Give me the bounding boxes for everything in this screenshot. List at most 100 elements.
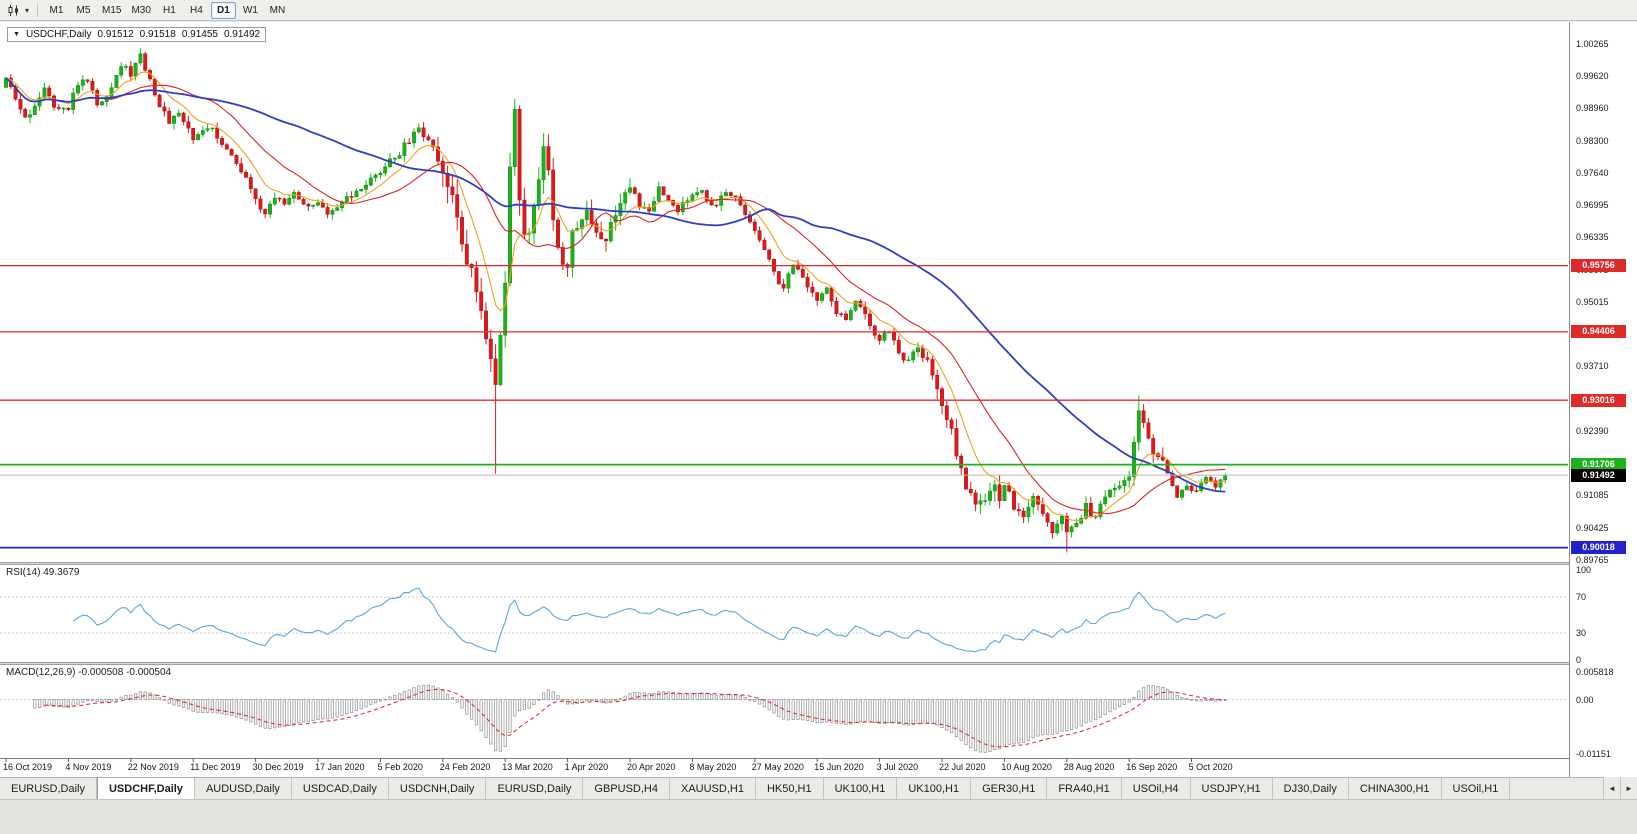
date-axis-label: 28 Aug 2020: [1063, 762, 1115, 772]
quote-open: 0.91512: [97, 29, 134, 40]
date-axis-label: 8 May 2020: [689, 762, 737, 772]
symbol-tab-uk100-h1[interactable]: UK100,H1: [897, 778, 972, 799]
symbol-tab-fra40-h1[interactable]: FRA40,H1: [1047, 778, 1122, 799]
rsi-line: [72, 587, 1226, 653]
symbol-tab-gbpusd-h4[interactable]: GBPUSD,H4: [583, 778, 670, 799]
price-axis-label: 0.99620: [1576, 70, 1609, 81]
timeframe-button-m5[interactable]: M5: [76, 4, 91, 16]
symbol-tab-usdcad-daily[interactable]: USDCAD,Daily: [291, 778, 389, 799]
date-axis-label: 5 Oct 2020: [1188, 762, 1233, 772]
macd-axis-label: -0.01151: [1576, 748, 1611, 759]
hline-price-tag: 0.91706: [1571, 458, 1626, 472]
price-axis-label: 0.96335: [1576, 232, 1609, 243]
macd-axis-label: 0.005818: [1576, 666, 1614, 677]
timeframe-button-h1[interactable]: H1: [163, 4, 176, 16]
chart-window[interactable]: ▼ USDCHF,Daily 0.91512 0.91518 0.91455 0…: [0, 22, 1637, 777]
date-axis-label: 4 Nov 2019: [65, 762, 112, 772]
symbol-tab-usdchf-daily[interactable]: USDCHF,Daily: [96, 778, 195, 799]
price-axis-label: 0.98960: [1576, 103, 1609, 114]
symbol-tab-xauusd-h1[interactable]: XAUUSD,H1: [669, 778, 756, 799]
date-axis-label: 16 Sep 2020: [1126, 762, 1178, 772]
symbol-tab-eurusd-daily[interactable]: EURUSD,Daily: [0, 778, 97, 799]
chart-canvas[interactable]: [0, 22, 1569, 777]
chart-symbol-title: USDCHF,Daily: [25, 29, 92, 40]
hline-price-tag: 0.94406: [1571, 325, 1626, 339]
date-axis-label: 10 Aug 2020: [1001, 762, 1052, 772]
date-axis-label: 13 Mar 2020: [502, 762, 553, 772]
ma-fast-line: [5, 71, 1226, 522]
symbol-tab-audusd-daily[interactable]: AUDUSD,Daily: [194, 778, 292, 799]
macd-histogram: [33, 684, 1227, 753]
timeframe-toolbar: M1 M5 M15 M30 H1 H4 D1 W1 MN: [43, 0, 291, 20]
timeframe-button-w1[interactable]: W1: [242, 4, 258, 16]
timeframe-button-m15[interactable]: M15: [102, 4, 122, 16]
price-axis-label: 0.89765: [1576, 555, 1609, 565]
tab-scroll-buttons: ◄ ►: [1603, 777, 1637, 799]
triangle-down-icon[interactable]: ▼: [13, 31, 20, 38]
price-axis-label: 0.96995: [1576, 199, 1609, 210]
tab-scroll-left-button[interactable]: ◄: [1603, 777, 1620, 799]
date-axis-label: 22 Nov 2019: [127, 762, 179, 772]
timeframe-button-mn[interactable]: MN: [269, 4, 286, 16]
rsi-axis-label: 0: [1576, 655, 1582, 665]
price-axis[interactable]: 1.00265 0.99620 0.98960 0.98300 0.97640 0.969…: [1569, 22, 1637, 777]
date-axis-label: 3 Jul 2020: [876, 762, 919, 772]
symbol-tab-eurusd-daily[interactable]: EURUSD,Daily: [486, 778, 584, 799]
chart-ohlc-header: ▼ USDCHF,Daily 0.91512 0.91518 0.91455 0…: [7, 27, 267, 42]
date-axis-label: 27 May 2020: [751, 762, 804, 772]
symbol-tab-ger30-h1[interactable]: GER30,H1: [971, 778, 1048, 799]
date-axis-label: 5 Feb 2020: [377, 762, 423, 772]
date-axis-label: 1 Apr 2020: [564, 762, 609, 772]
panel-separator: [0, 562, 1569, 565]
toolbar: ▾ M1 M5 M15 M30 H1 H4 D1 W1 MN: [0, 0, 1637, 21]
price-axis-label: 1.00265: [1576, 39, 1609, 49]
symbol-tab-china300-h1[interactable]: CHINA300,H1: [1348, 778, 1442, 799]
panel-separator: [0, 662, 1569, 665]
macd-signal-line: [44, 688, 1226, 748]
symbol-tab-uk100-h1[interactable]: UK100,H1: [823, 778, 898, 799]
date-axis-label: 22 Jul 2020: [939, 762, 986, 772]
rsi-axis-label: 30: [1576, 628, 1587, 638]
timeframe-button-h4[interactable]: H4: [190, 4, 203, 16]
price-axis-label: 0.93710: [1576, 361, 1609, 372]
timeframe-button-m30[interactable]: M30: [131, 4, 151, 16]
symbol-tab-usdcnh-daily[interactable]: USDCNH,Daily: [388, 778, 487, 799]
price-axis-label: 0.98300: [1576, 135, 1609, 146]
quote-high: 0.91518: [139, 29, 176, 40]
quote-low: 0.91455: [181, 29, 218, 40]
date-axis-label: 30 Dec 2019: [252, 762, 304, 772]
date-axis-label: 11 Dec 2019: [190, 762, 241, 772]
date-axis-label: 15 Jun 2020: [814, 762, 864, 772]
candlestick-chart-icon[interactable]: [4, 2, 22, 19]
hline-price-tag: 0.93016: [1571, 393, 1626, 407]
symbol-tab-dj30-daily[interactable]: DJ30,Daily: [1272, 778, 1349, 799]
timeframe-button-m1[interactable]: M1: [49, 4, 64, 16]
date-axis-label: 20 Apr 2020: [627, 762, 676, 772]
price-axis-label: 0.90425: [1576, 522, 1609, 533]
date-axis-label: 16 Oct 2019: [3, 762, 53, 772]
date-axis-label: 17 Jan 2020: [315, 762, 365, 772]
chevron-down-icon[interactable]: ▾: [24, 5, 29, 15]
macd-indicator-label: MACD(12,26,9) -0.000508 -0.000504: [6, 667, 172, 678]
rsi-indicator-label: RSI(14) 49.3679: [6, 567, 80, 578]
symbol-tab-usdjpy-h1[interactable]: USDJPY,H1: [1190, 778, 1273, 799]
macd-axis-label: 0.00: [1576, 694, 1594, 705]
price-axis-label: 0.97640: [1576, 168, 1609, 178]
chart-tab-bar: EURUSD,Daily USDCHF,Daily AUDUSD,Daily USDC…: [0, 777, 1637, 799]
ma-slow-line: [5, 77, 1226, 493]
hline-price-tag: 0.90018: [1571, 541, 1626, 555]
quote-close: 0.91492: [223, 29, 261, 40]
rsi-axis-label: 100: [1576, 565, 1592, 575]
symbol-tab-hk50-h1[interactable]: HK50,H1: [755, 778, 824, 799]
price-axis-label: 0.91085: [1576, 490, 1609, 501]
toolbar-separator: [37, 3, 38, 17]
symbol-tab-usoil-h1[interactable]: USOil,H1: [1441, 778, 1511, 799]
price-axis-label: 0.92390: [1576, 426, 1609, 436]
candles-layer: [4, 48, 1228, 553]
price-axis-label: 0.95015: [1576, 297, 1609, 307]
tab-scroll-right-button[interactable]: ►: [1620, 777, 1637, 799]
rsi-axis-label: 70: [1576, 592, 1587, 602]
current-price-tag: 0.91492: [1571, 468, 1626, 482]
timeframe-button-d1[interactable]: D1: [210, 1, 236, 19]
symbol-tab-usoil-h4[interactable]: USOil,H4: [1121, 778, 1191, 799]
